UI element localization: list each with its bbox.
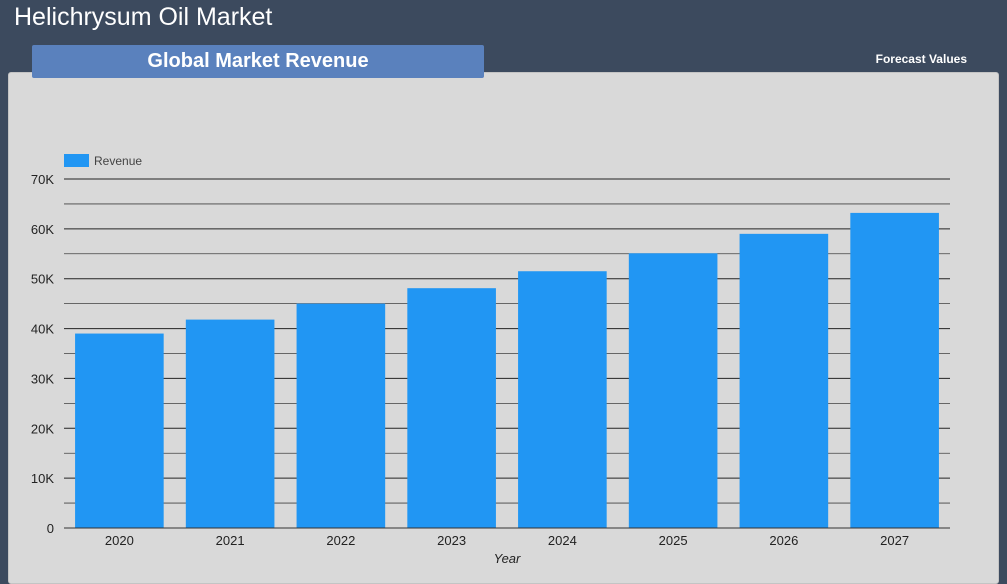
bar-2020[interactable] xyxy=(75,333,164,528)
legend-label-revenue: Revenue xyxy=(94,154,142,168)
bar-2023[interactable] xyxy=(407,288,496,528)
bar-2026[interactable] xyxy=(739,233,829,529)
chart-panel xyxy=(8,72,999,584)
forecast-values-label[interactable]: Forecast Values xyxy=(875,52,967,66)
x-tick-label: 2022 xyxy=(326,533,355,548)
x-axis-title: Year xyxy=(494,551,521,566)
x-tick-label: 2023 xyxy=(437,533,466,548)
x-tick-label: 2025 xyxy=(659,533,688,548)
y-tick-label: 10K xyxy=(31,471,54,486)
y-axis-ticks: 0 10K 20K 30K 40K 50K 60K 70K xyxy=(31,172,54,536)
bar-2021[interactable] xyxy=(185,319,275,528)
x-tick-label: 2024 xyxy=(548,533,577,548)
x-tick-label: 2020 xyxy=(105,533,134,548)
x-tick-label: 2027 xyxy=(880,533,909,548)
page-title: Helichrysum Oil Market xyxy=(14,3,273,31)
y-tick-label: 60K xyxy=(31,222,54,237)
bar-2025[interactable] xyxy=(628,253,718,528)
y-tick-label: 40K xyxy=(31,322,54,337)
bar-2022[interactable] xyxy=(296,303,386,528)
bar-2024[interactable] xyxy=(518,271,607,528)
section-tab[interactable]: Global Market Revenue xyxy=(32,45,484,78)
y-tick-label: 30K xyxy=(31,371,54,386)
y-tick-label: 70K xyxy=(31,172,54,187)
legend[interactable]: Revenue xyxy=(64,154,142,168)
x-axis-ticks: 2020 2021 2022 2023 2024 2025 2026 2027 xyxy=(105,533,909,548)
y-tick-label: 20K xyxy=(31,421,54,436)
bars xyxy=(75,212,939,529)
legend-swatch-revenue xyxy=(64,154,89,167)
y-tick-label: 50K xyxy=(31,272,54,287)
bar-2027[interactable] xyxy=(850,212,939,528)
x-tick-label: 2026 xyxy=(769,533,798,548)
x-tick-label: 2021 xyxy=(216,533,245,548)
y-tick-label: 0 xyxy=(47,521,54,536)
